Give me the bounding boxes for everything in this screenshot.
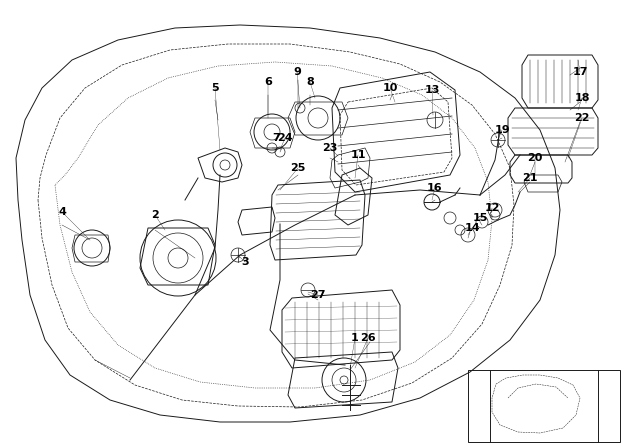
Text: 2: 2 xyxy=(151,210,159,220)
Text: 4: 4 xyxy=(58,207,66,217)
Text: 10: 10 xyxy=(382,83,397,93)
Text: 14: 14 xyxy=(464,223,480,233)
Text: 3: 3 xyxy=(241,257,249,267)
Text: 16: 16 xyxy=(427,183,443,193)
Text: 15: 15 xyxy=(472,213,488,223)
Text: 18: 18 xyxy=(574,93,589,103)
Text: 21: 21 xyxy=(522,173,538,183)
Text: 13: 13 xyxy=(424,85,440,95)
Text: 8: 8 xyxy=(306,77,314,87)
Text: 27: 27 xyxy=(310,290,326,300)
Text: 7: 7 xyxy=(272,133,280,143)
Text: 1: 1 xyxy=(351,333,359,343)
Text: 26: 26 xyxy=(360,333,376,343)
Text: 12: 12 xyxy=(484,203,500,213)
Text: 23: 23 xyxy=(323,143,338,153)
Text: 19: 19 xyxy=(494,125,510,135)
Text: 20: 20 xyxy=(527,153,543,163)
Text: 6: 6 xyxy=(264,77,272,87)
Text: 25: 25 xyxy=(291,163,306,173)
Text: 9: 9 xyxy=(293,67,301,77)
Text: 11: 11 xyxy=(350,150,365,160)
Text: 22: 22 xyxy=(574,113,589,123)
Text: 24: 24 xyxy=(277,133,293,143)
Text: 5: 5 xyxy=(211,83,219,93)
Text: 17: 17 xyxy=(572,67,588,77)
